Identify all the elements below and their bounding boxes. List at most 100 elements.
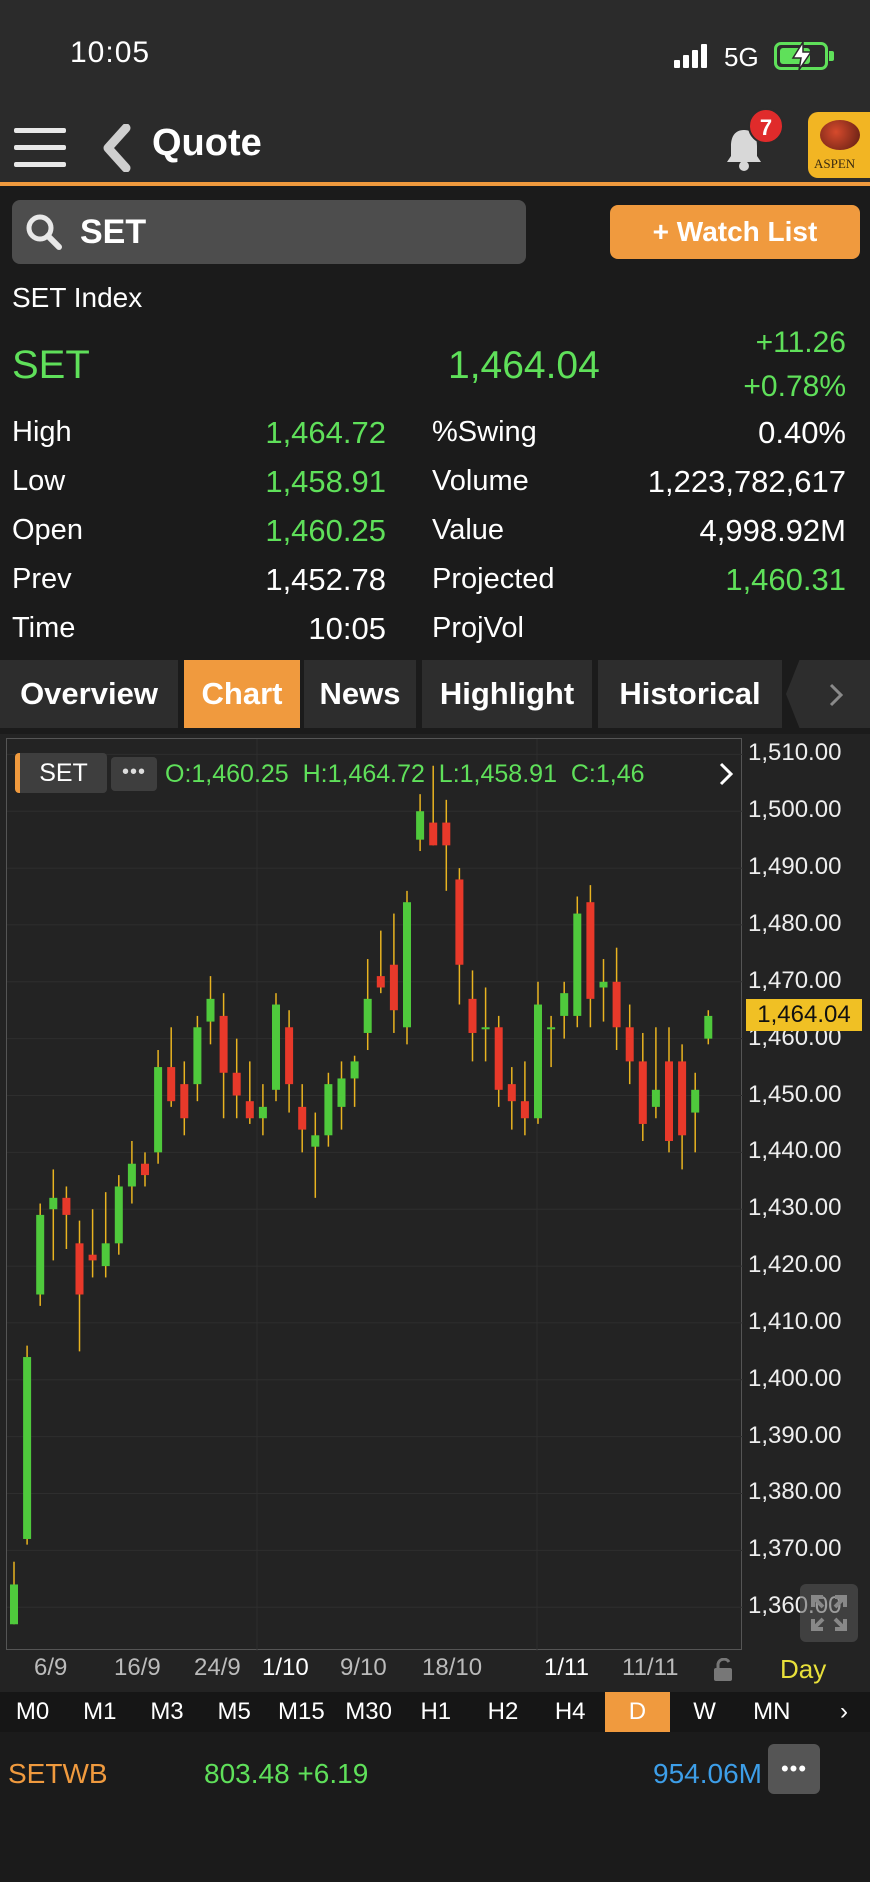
candle[interactable] <box>167 1027 176 1107</box>
candle[interactable] <box>272 993 280 1102</box>
period-m30[interactable]: M30 <box>345 1698 392 1725</box>
back-chevron-icon[interactable] <box>100 124 134 172</box>
lock-icon[interactable] <box>712 1658 734 1682</box>
period-h1[interactable]: H1 <box>420 1698 452 1725</box>
candle[interactable] <box>62 1186 71 1250</box>
candle[interactable] <box>180 1061 189 1136</box>
candlestick-chart[interactable] <box>7 739 743 1651</box>
candle[interactable] <box>403 890 411 1045</box>
candle[interactable] <box>219 993 228 1119</box>
candle[interactable] <box>88 1209 97 1278</box>
candle-body <box>127 1163 136 1187</box>
candle[interactable] <box>678 1044 687 1170</box>
period-m15[interactable]: M15 <box>278 1698 325 1725</box>
candle[interactable] <box>507 1067 516 1130</box>
tab-overview[interactable]: Overview <box>0 660 178 728</box>
chart-area[interactable]: SET ••• O:1,460.25 H:1,464.72 L:1,458.91… <box>0 734 870 1694</box>
candle[interactable] <box>10 1561 18 1625</box>
fullscreen-button[interactable] <box>800 1584 858 1642</box>
aspen-logo[interactable]: ASPEN <box>808 112 870 178</box>
candle[interactable] <box>324 1072 333 1147</box>
x-tick-label: 18/10 <box>422 1654 483 1681</box>
candle[interactable] <box>573 896 582 1028</box>
candle[interactable] <box>232 1038 241 1119</box>
candle-body <box>193 1027 202 1085</box>
candle[interactable] <box>638 1032 647 1141</box>
candle[interactable] <box>23 1345 32 1545</box>
candle[interactable] <box>337 1061 346 1130</box>
candle[interactable] <box>481 987 490 1062</box>
search-input[interactable]: SET <box>12 200 526 264</box>
candle[interactable] <box>36 1203 45 1306</box>
candle[interactable] <box>691 1072 700 1153</box>
stat-volume: 1,223,782,617 <box>647 464 846 499</box>
ticker-symbol[interactable]: SETWB <box>8 1758 108 1789</box>
period-h2[interactable]: H2 <box>487 1698 519 1725</box>
candle[interactable] <box>285 1010 294 1113</box>
candle[interactable] <box>429 765 438 846</box>
battery-icon <box>774 42 834 70</box>
candle[interactable] <box>560 981 569 1039</box>
candle[interactable] <box>442 799 451 891</box>
candle[interactable] <box>376 930 385 994</box>
period-m5[interactable]: M5 <box>217 1698 251 1725</box>
y-tick-label: 1,400.00 <box>748 1364 842 1392</box>
tab-historical[interactable]: Historical <box>598 660 782 728</box>
candle[interactable] <box>154 1050 163 1164</box>
tabs-scroll-right[interactable] <box>786 660 870 728</box>
tab-highlight[interactable]: Highlight <box>422 660 592 728</box>
candle[interactable] <box>704 1010 713 1045</box>
candle[interactable] <box>586 885 595 1028</box>
candle[interactable] <box>651 1027 660 1119</box>
candle[interactable] <box>494 1015 503 1107</box>
candle[interactable] <box>101 1192 110 1278</box>
candle[interactable] <box>625 1004 634 1085</box>
chart-plot[interactable]: SET ••• O:1,460.25 H:1,464.72 L:1,458.91… <box>6 738 743 1651</box>
chevron-right-icon[interactable] <box>717 761 735 787</box>
candle[interactable] <box>49 1169 58 1261</box>
period-scroll-right[interactable]: › <box>840 1698 848 1725</box>
period-m1[interactable]: M1 <box>83 1698 117 1725</box>
candle[interactable] <box>127 1140 136 1204</box>
period-m0[interactable]: M0 <box>15 1698 50 1725</box>
tab-news[interactable]: News <box>304 660 416 728</box>
candle[interactable] <box>258 1084 267 1136</box>
candle[interactable] <box>520 1061 529 1136</box>
candle[interactable] <box>612 947 621 1051</box>
legend-more-button[interactable]: ••• <box>111 757 157 791</box>
candle[interactable] <box>599 959 608 1022</box>
candle[interactable] <box>468 970 477 1062</box>
candle[interactable] <box>206 976 215 1045</box>
candle[interactable] <box>298 1084 307 1153</box>
last-price: 1,464.04 <box>448 344 600 387</box>
network-label: 5G <box>724 42 759 72</box>
candle[interactable] <box>416 794 425 852</box>
ticker-more-button[interactable]: ••• <box>768 1744 820 1794</box>
candle[interactable] <box>363 959 372 1051</box>
candle-body <box>141 1163 149 1176</box>
period-d[interactable]: D <box>604 1692 670 1732</box>
candle[interactable] <box>547 1015 556 1068</box>
candle[interactable] <box>141 1152 149 1187</box>
candle[interactable] <box>245 1061 254 1124</box>
candle[interactable] <box>311 1112 320 1198</box>
period-m3[interactable]: M3 <box>150 1698 184 1725</box>
candle[interactable] <box>350 1055 359 1107</box>
tab-chart[interactable]: Chart <box>184 660 300 728</box>
period-mn[interactable]: MN <box>753 1698 791 1725</box>
stat-label: Value <box>432 514 505 546</box>
candle[interactable] <box>534 981 542 1124</box>
candle[interactable] <box>75 1220 84 1352</box>
add-watchlist-button[interactable]: + Watch List <box>610 205 860 259</box>
candle[interactable] <box>389 913 398 1033</box>
period-w[interactable]: W <box>693 1698 716 1725</box>
menu-icon[interactable] <box>14 128 66 170</box>
candle[interactable] <box>455 868 464 1005</box>
candle[interactable] <box>193 1015 202 1102</box>
candle[interactable] <box>665 1027 673 1153</box>
candle[interactable] <box>114 1175 123 1255</box>
period-h4[interactable]: H4 <box>554 1698 586 1725</box>
candle-body <box>350 1061 359 1079</box>
status-bar: 10:05 5G <box>0 0 870 110</box>
legend-symbol-button[interactable]: SET <box>15 753 107 793</box>
